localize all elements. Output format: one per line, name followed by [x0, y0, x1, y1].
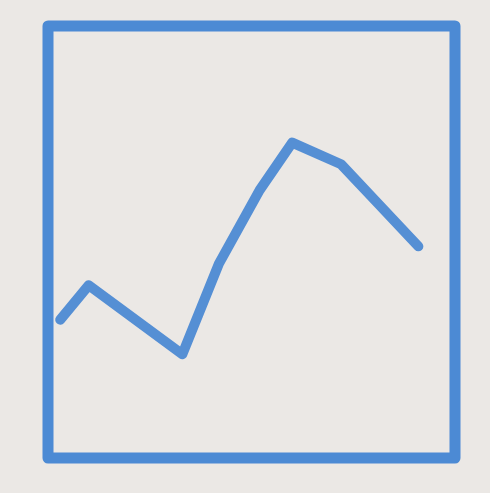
plot-frame	[48, 26, 455, 458]
line-group	[60, 143, 418, 355]
chart-container	[0, 0, 490, 493]
chart-svg	[0, 0, 490, 493]
data-line	[60, 143, 418, 355]
